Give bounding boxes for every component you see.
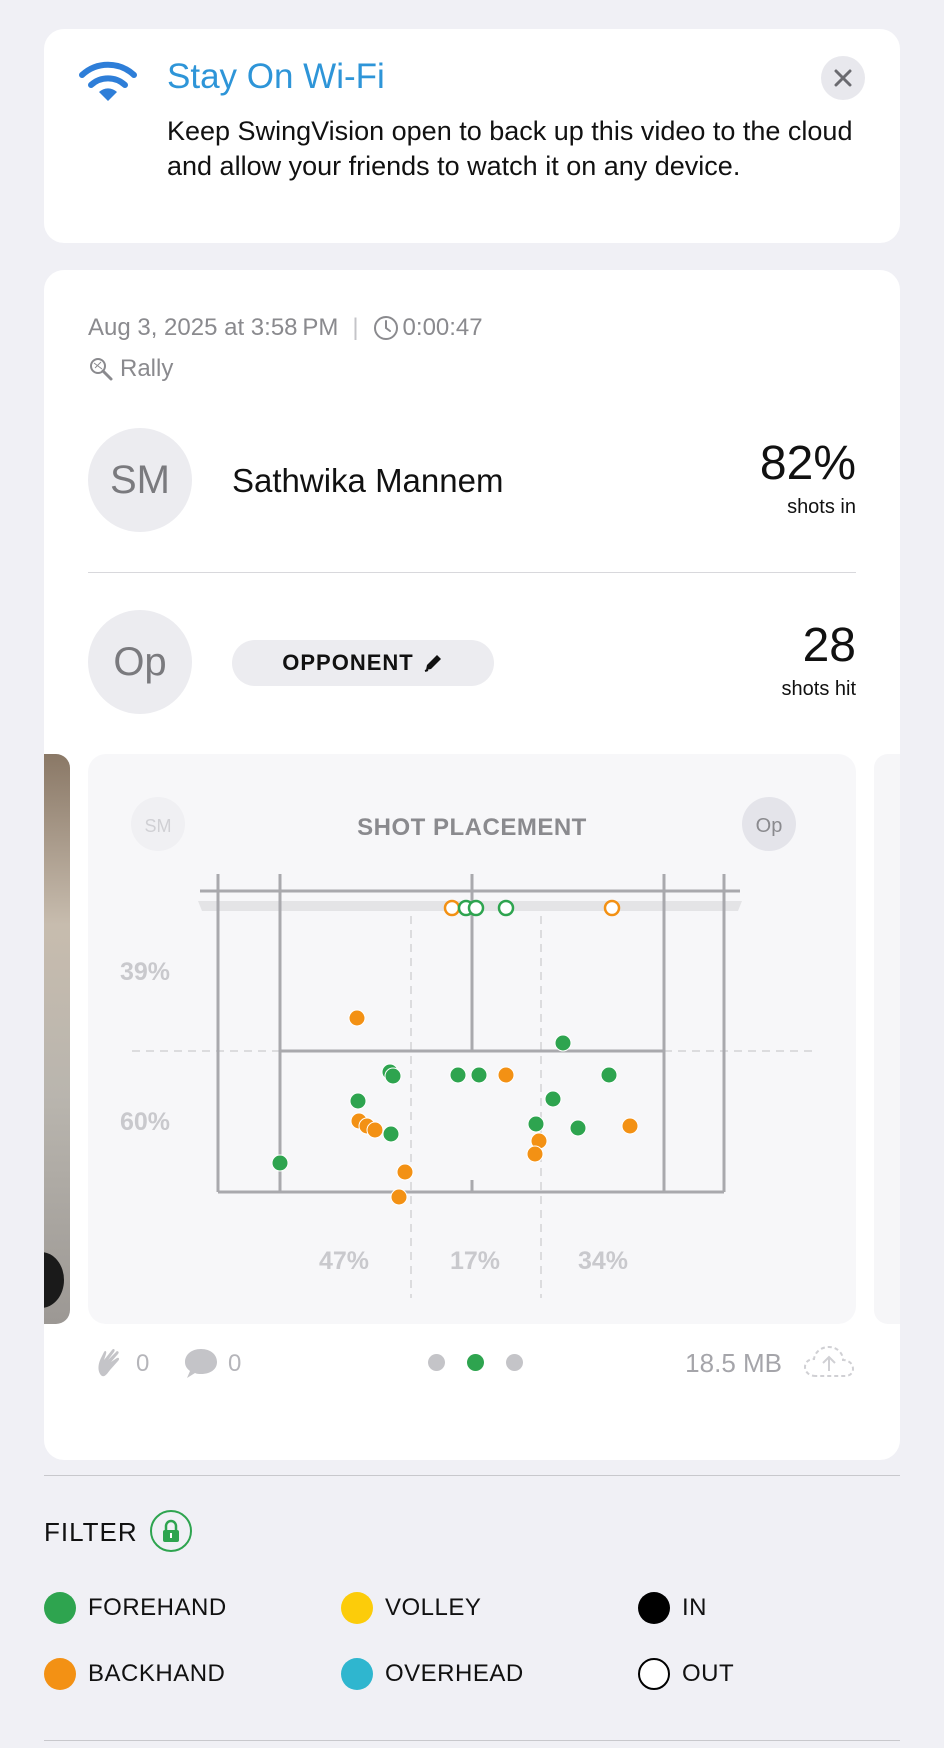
player-row[interactable]: SM Sathwika Mannem 82% shots in — [88, 428, 856, 532]
divider — [44, 1740, 900, 1741]
shot-marker — [527, 1115, 545, 1133]
session-date: Aug 3, 2025 at 3:58 PM — [88, 314, 339, 341]
shot-marker — [603, 899, 621, 917]
wifi-icon — [79, 61, 137, 101]
filter-label: OVERHEAD — [385, 1660, 524, 1687]
out-swatch — [638, 1658, 670, 1690]
filter-label: OUT — [682, 1660, 735, 1687]
filter-forehand[interactable]: FOREHAND — [44, 1592, 227, 1624]
shot-marker — [443, 899, 461, 917]
shot-marker — [497, 899, 515, 917]
comment-icon[interactable] — [182, 1346, 220, 1382]
shot-marker — [384, 1067, 402, 1085]
page-dot[interactable] — [428, 1354, 445, 1371]
shots-hit-stat: 28 shots hit — [782, 620, 856, 701]
stat-label: shots hit — [781, 678, 856, 700]
shot-marker — [526, 1145, 544, 1163]
shot-marker — [348, 1009, 366, 1027]
shot-marker — [554, 1034, 572, 1052]
page-dot-active[interactable] — [467, 1354, 484, 1371]
filter-label: FOREHAND — [88, 1594, 227, 1621]
edit-opponent-button[interactable]: OPPONENT — [232, 640, 494, 686]
width-pct-middle: 17% — [450, 1247, 500, 1275]
stat-value: 82% — [759, 437, 856, 490]
shot-marker — [349, 1092, 367, 1110]
shot-marker — [449, 1066, 467, 1084]
banner-message: Keep SwingVision open to back up this vi… — [167, 116, 853, 181]
width-pct-right: 34% — [578, 1247, 628, 1275]
depth-pct-bottom: 60% — [120, 1108, 170, 1136]
shot-marker — [621, 1117, 639, 1135]
shot-placement-court: SM Op SHOT PLACEMENT — [120, 797, 812, 1298]
filter-label: BACKHAND — [88, 1660, 226, 1687]
page-indicator[interactable] — [428, 1354, 523, 1371]
player-name: Sathwika Mannem — [232, 462, 504, 499]
cloud-upload-icon[interactable] — [802, 1342, 856, 1382]
shot-marker — [467, 899, 485, 917]
forehand-swatch — [44, 1592, 76, 1624]
filter-title: FILTER — [44, 1517, 138, 1547]
close-button[interactable] — [821, 56, 865, 100]
file-size: 18.5 MB — [685, 1348, 782, 1378]
video-thumbnail-peek[interactable] — [44, 754, 70, 1324]
lock-button[interactable] — [150, 1510, 192, 1552]
filter-out[interactable]: OUT — [638, 1658, 734, 1690]
filter-label: VOLLEY — [385, 1594, 482, 1621]
filter-backhand[interactable]: BACKHAND — [44, 1658, 225, 1690]
racket-icon — [90, 358, 113, 381]
shot-marker — [382, 1125, 400, 1143]
card-footer: 0 0 18.5 MB — [88, 1342, 856, 1386]
pencil-icon — [424, 655, 441, 672]
close-icon — [834, 69, 852, 87]
filter-label: IN — [682, 1594, 707, 1621]
filter-in[interactable]: IN — [638, 1592, 707, 1624]
shot-marker — [271, 1154, 289, 1172]
shot-marker — [396, 1163, 414, 1181]
clock-icon — [373, 316, 398, 340]
depth-pct-top: 39% — [120, 958, 170, 986]
shot-marker — [470, 1066, 488, 1084]
next-card-peek[interactable] — [874, 754, 900, 1324]
opponent-row[interactable]: Op OPPONENT 28 shots hit — [88, 610, 856, 714]
wifi-banner: Stay On Wi-Fi Keep SwingVision open to b… — [44, 29, 900, 243]
banner-title: Stay On Wi-Fi — [167, 57, 385, 96]
shot-marker — [366, 1121, 384, 1139]
divider — [44, 1475, 900, 1476]
avatar: Op — [88, 610, 192, 714]
overhead-swatch — [341, 1658, 373, 1690]
stat-value: 28 — [802, 619, 856, 672]
session-duration: 0:00:47 — [402, 314, 483, 341]
session-card[interactable]: Aug 3, 2025 at 3:58 PM | 0:00:47 Rally S… — [44, 270, 900, 1460]
session-meta: Aug 3, 2025 at 3:58 PM | 0:00:47 — [88, 314, 483, 342]
opponent-label: OPPONENT — [282, 650, 414, 675]
in-swatch — [638, 1592, 670, 1624]
comment-count: 0 — [228, 1350, 242, 1377]
filter-overhead[interactable]: OVERHEAD — [341, 1658, 524, 1690]
shot-marker — [544, 1090, 562, 1108]
avatar: SM — [88, 428, 192, 532]
clap-icon[interactable] — [92, 1346, 128, 1382]
mode-label: Rally — [120, 355, 174, 382]
shot-marker — [390, 1188, 408, 1206]
shot-marker — [600, 1066, 618, 1084]
left-badge: SM — [145, 816, 172, 836]
chart-title: SHOT PLACEMENT — [357, 814, 587, 841]
lock-icon — [163, 1519, 179, 1542]
page-dot[interactable] — [506, 1354, 523, 1371]
shot-marker — [569, 1119, 587, 1137]
shots-in-stat: 82% shots in — [760, 438, 856, 519]
shot-markers — [271, 899, 639, 1206]
shot-placement-card[interactable]: SM Op SHOT PLACEMENT — [88, 754, 856, 1324]
divider — [88, 572, 856, 573]
right-badge: Op — [756, 815, 783, 837]
backhand-swatch — [44, 1658, 76, 1690]
stat-label: shots in — [787, 496, 856, 518]
clap-count: 0 — [136, 1350, 150, 1377]
volley-swatch — [341, 1592, 373, 1624]
meta-separator: | — [352, 314, 359, 341]
session-mode: Rally — [88, 355, 173, 383]
width-pct-left: 47% — [319, 1247, 369, 1275]
shot-marker — [497, 1066, 515, 1084]
filter-volley[interactable]: VOLLEY — [341, 1592, 481, 1624]
